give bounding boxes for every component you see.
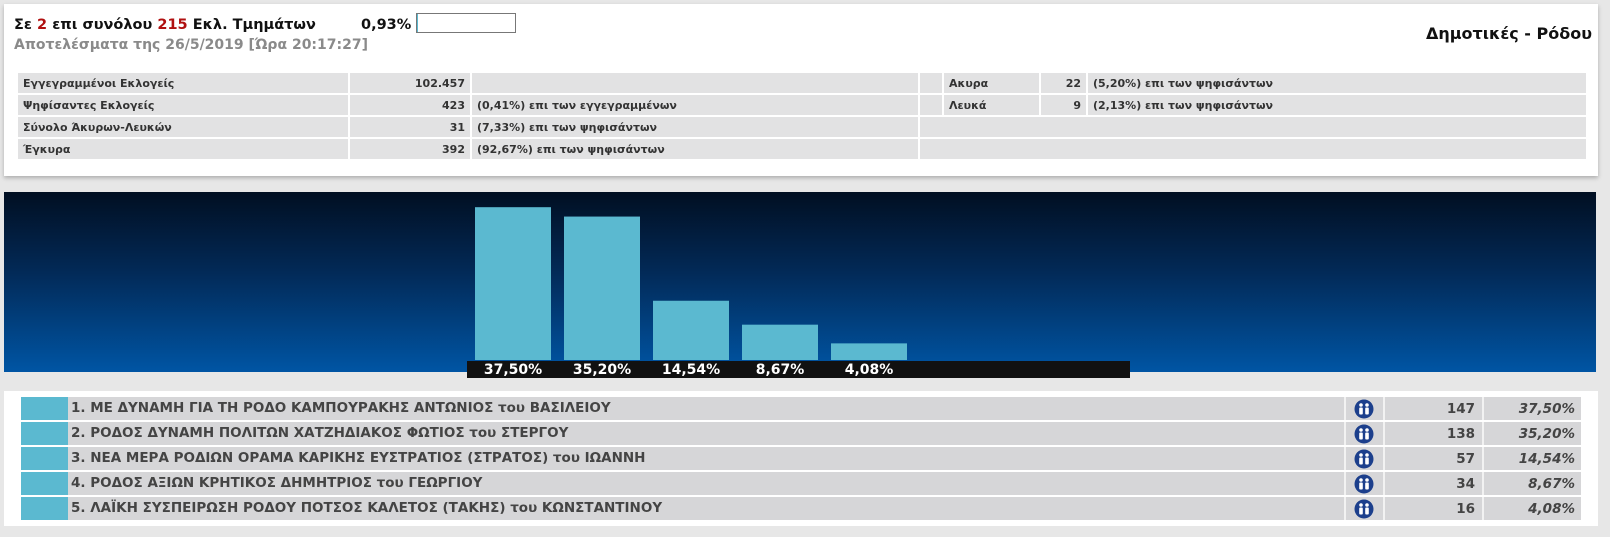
voted-label: Ψηφίσαντες Εκλογείς bbox=[18, 95, 348, 115]
candidate-votes: 16 bbox=[1456, 501, 1475, 517]
candidate-name: 2. ΡΟΔΟΣ ΔΥΝΑΜΗ ΠΟΛΙΤΩΝ ΧΑΤΖΗΔΙΑΚΟΣ ΦΩΤΙ… bbox=[71, 425, 569, 441]
sections-prefix: Σε bbox=[14, 17, 32, 33]
person-pair-icon[interactable] bbox=[1354, 424, 1374, 444]
invalid-blank-label: Σύνολο Άκυρων-Λευκών bbox=[18, 117, 348, 137]
candidate-votes: 138 bbox=[1446, 426, 1475, 442]
chart-data-label: 4,08% bbox=[845, 362, 894, 378]
person-pair-icon[interactable] bbox=[1354, 474, 1374, 494]
candidate-row[interactable]: 3. ΝΕΑ ΜΕΡΑ ΡΟΔΙΩΝ ΟΡΑΜΑ ΚΑΡΙΚΗΣ ΕΥΣΤΡΑΤ… bbox=[21, 447, 1581, 470]
chart-data-label: 8,67% bbox=[756, 362, 805, 378]
sections-percent: 0,93% bbox=[361, 17, 412, 33]
column-divider bbox=[1482, 447, 1484, 470]
registered-value: 102.457 bbox=[350, 73, 470, 93]
registered-label: Εγγεγραμμένοι Εκλογείς bbox=[18, 73, 348, 93]
invalid-note: (5,20%) επι των ψηφισάντων bbox=[1088, 73, 1586, 93]
chart-data-label: 14,54% bbox=[662, 362, 720, 378]
results-bar-chart: 37,50% 35,20% 14,54% 8,67% 4,08% bbox=[467, 207, 1130, 378]
column-divider bbox=[1482, 397, 1484, 420]
candidate-percent: 35,20% bbox=[1518, 426, 1575, 442]
sections-of-label: επι συνόλου bbox=[52, 17, 153, 33]
candidate-name: 1. ΜΕ ΔΥΝΑΜΗ ΓΙΑ ΤΗ ΡΟΔΟ ΚΑΜΠΟΥΡΑΚΗΣ ΑΝΤ… bbox=[71, 400, 611, 416]
stats-row: Έγκυρα 392 (92,67%) επι των ψηφισάντων bbox=[18, 139, 1586, 159]
sections-suffix: Εκλ. Τμημάτων bbox=[192, 17, 316, 33]
sections-total-count: 215 bbox=[157, 17, 188, 33]
candidate-votes: 57 bbox=[1456, 451, 1475, 467]
candidate-color-swatch bbox=[21, 447, 68, 470]
candidate-color-swatch bbox=[21, 497, 68, 520]
candidate-percent: 37,50% bbox=[1518, 401, 1575, 417]
chart-bar bbox=[564, 216, 640, 360]
valid-note: (92,67%) επι των ψηφισάντων bbox=[472, 139, 918, 159]
election-title: Δημοτικές - Ρόδου bbox=[1425, 24, 1592, 43]
candidate-percent: 4,08% bbox=[1528, 501, 1575, 517]
candidate-row[interactable]: 2. ΡΟΔΟΣ ΔΥΝΑΜΗ ΠΟΛΙΤΩΝ ΧΑΤΖΗΔΙΑΚΟΣ ΦΩΤΙ… bbox=[21, 422, 1581, 445]
chart-bar bbox=[831, 343, 907, 360]
candidate-votes: 34 bbox=[1456, 476, 1475, 492]
chart-data-label: 35,20% bbox=[573, 362, 631, 378]
column-divider bbox=[1344, 497, 1346, 520]
column-divider bbox=[1344, 422, 1346, 445]
column-divider bbox=[1383, 397, 1385, 420]
candidate-list: 1. ΜΕ ΔΥΝΑΜΗ ΓΙΑ ΤΗ ΡΟΔΟ ΚΑΜΠΟΥΡΑΚΗΣ ΑΝΤ… bbox=[4, 391, 1598, 526]
candidate-name: 5. ΛΑΪΚΗ ΣΥΣΠΕΙΡΩΣΗ ΡΟΔΟΥ ΠΟΤΣΟΣ ΚΑΛΕΤΟΣ… bbox=[71, 500, 663, 516]
person-pair-icon[interactable] bbox=[1354, 449, 1374, 469]
column-divider bbox=[1344, 397, 1346, 420]
candidate-row[interactable]: 1. ΜΕ ΔΥΝΑΜΗ ΓΙΑ ΤΗ ΡΟΔΟ ΚΑΜΠΟΥΡΑΚΗΣ ΑΝΤ… bbox=[21, 397, 1581, 420]
chart-label-strip bbox=[467, 361, 1130, 378]
stats-row: Ψηφίσαντες Εκλογείς 423 (0,41%) επι των … bbox=[18, 95, 1586, 115]
candidate-color-swatch bbox=[21, 422, 68, 445]
person-pair-icon[interactable] bbox=[1354, 399, 1374, 419]
candidate-row[interactable]: 4. ΡΟΔΟΣ ΑΞΙΩΝ ΚΡΗΤΙΚΟΣ ΔΗΜΗΤΡΙΟΣ του ΓΕ… bbox=[21, 472, 1581, 495]
stats-table: Εγγεγραμμένοι Εκλογείς 102.457 Ακυρα 22 … bbox=[16, 71, 1588, 161]
stats-spacer-cell bbox=[920, 95, 942, 115]
results-timestamp: Αποτελέσματα της 26/5/2019 [Ώρα 20:17:27… bbox=[14, 37, 368, 53]
chart-bar bbox=[653, 300, 729, 360]
summary-panel: Σε 2 επι συνόλου 215 Εκλ. Τμημάτων 0,93%… bbox=[4, 4, 1598, 176]
candidate-name: 3. ΝΕΑ ΜΕΡΑ ΡΟΔΙΩΝ ΟΡΑΜΑ ΚΑΡΙΚΗΣ ΕΥΣΤΡΑΤ… bbox=[71, 450, 646, 466]
invalid-blank-value: 31 bbox=[350, 117, 470, 137]
candidate-color-swatch bbox=[21, 472, 68, 495]
chart-bar bbox=[475, 207, 551, 360]
candidate-row[interactable]: 5. ΛΑΪΚΗ ΣΥΣΠΕΙΡΩΣΗ ΡΟΔΟΥ ΠΟΤΣΟΣ ΚΑΛΕΤΟΣ… bbox=[21, 497, 1581, 520]
valid-label: Έγκυρα bbox=[18, 139, 348, 159]
invalid-blank-note: (7,33%) επι των ψηφισάντων bbox=[472, 117, 918, 137]
column-divider bbox=[1383, 497, 1385, 520]
chart-data-label: 37,50% bbox=[484, 362, 542, 378]
column-divider bbox=[1383, 447, 1385, 470]
stats-empty-cell bbox=[472, 73, 918, 93]
column-divider bbox=[1482, 422, 1484, 445]
column-divider bbox=[1344, 472, 1346, 495]
voted-value: 423 bbox=[350, 95, 470, 115]
blank-note: (2,13%) επι των ψηφισάντων bbox=[1088, 95, 1586, 115]
column-divider bbox=[1482, 497, 1484, 520]
candidate-color-swatch bbox=[21, 397, 68, 420]
column-divider bbox=[1383, 422, 1385, 445]
column-divider bbox=[1482, 472, 1484, 495]
stats-row: Εγγεγραμμένοι Εκλογείς 102.457 Ακυρα 22 … bbox=[18, 73, 1586, 93]
sections-reported-count: 2 bbox=[37, 17, 48, 33]
candidate-votes: 147 bbox=[1446, 401, 1475, 417]
invalid-label: Ακυρα bbox=[944, 73, 1039, 93]
column-divider bbox=[1344, 447, 1346, 470]
valid-value: 392 bbox=[350, 139, 470, 159]
invalid-value: 22 bbox=[1041, 73, 1086, 93]
person-pair-icon[interactable] bbox=[1354, 499, 1374, 519]
blank-value: 9 bbox=[1041, 95, 1086, 115]
sections-reported: Σε 2 επι συνόλου 215 Εκλ. Τμημάτων bbox=[14, 17, 316, 33]
candidate-percent: 8,67% bbox=[1528, 476, 1575, 492]
stats-empty-cell bbox=[920, 117, 1586, 137]
column-divider bbox=[1383, 472, 1385, 495]
chart-bar bbox=[742, 324, 818, 360]
sections-progress-fill bbox=[417, 14, 418, 32]
candidate-percent: 14,54% bbox=[1518, 451, 1575, 467]
stats-spacer-cell bbox=[920, 73, 942, 93]
voted-note: (0,41%) επι των εγγεγραμμένων bbox=[472, 95, 918, 115]
candidate-name: 4. ΡΟΔΟΣ ΑΞΙΩΝ ΚΡΗΤΙΚΟΣ ΔΗΜΗΤΡΙΟΣ του ΓΕ… bbox=[71, 475, 483, 491]
sections-progress-bar bbox=[416, 13, 516, 33]
stats-row: Σύνολο Άκυρων-Λευκών 31 (7,33%) επι των … bbox=[18, 117, 1586, 137]
stats-empty-cell bbox=[920, 139, 1586, 159]
blank-label: Λευκά bbox=[944, 95, 1039, 115]
results-chart-panel: 37,50% 35,20% 14,54% 8,67% 4,08% bbox=[4, 192, 1596, 378]
